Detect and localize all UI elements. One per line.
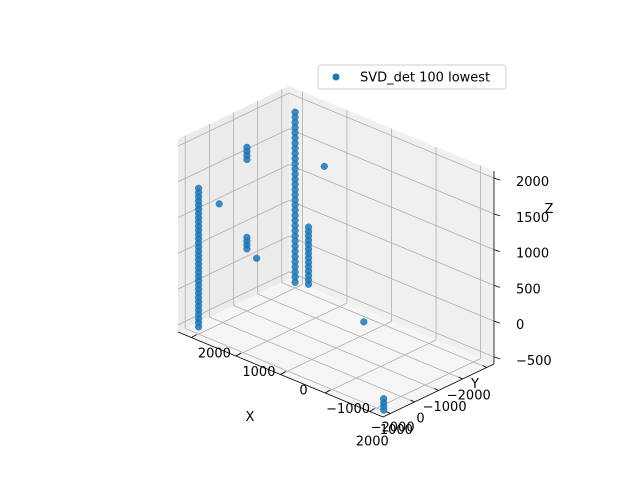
data-point — [360, 318, 368, 326]
z-tick-label: 0 — [516, 318, 524, 333]
data-point — [304, 223, 313, 231]
data-point — [215, 200, 223, 208]
grid-y-floor — [191, 284, 303, 338]
y-tick-mark — [235, 352, 242, 357]
y-tick-label: −1000 — [326, 402, 370, 417]
grid-z-left-wall — [177, 92, 290, 147]
y-tick-mark — [324, 389, 331, 394]
axis-panes — [178, 86, 494, 417]
y-tick-mark — [280, 371, 286, 375]
legend-frame — [317, 64, 507, 90]
y-tick-mark — [369, 408, 375, 412]
data-points — [195, 108, 388, 414]
data-point — [320, 162, 328, 171]
x-tick-mark — [458, 376, 463, 380]
x-tick-label: −1000 — [423, 400, 467, 415]
x-tick-mark — [482, 365, 487, 368]
grid-z-right-wall — [288, 271, 495, 358]
grid-y-floor — [280, 321, 392, 375]
grid-z-right-wall — [288, 92, 495, 179]
x-tick-mark — [434, 388, 439, 391]
grid-z-right-wall — [288, 200, 495, 286]
grid-y-floor — [324, 339, 437, 394]
x-tick-mark — [386, 411, 391, 414]
z-tick-mark — [493, 320, 501, 324]
z-tick-mark — [493, 356, 501, 360]
y-tick-label: 0 — [299, 384, 307, 399]
z-tick-label: 1500 — [516, 211, 549, 226]
grid-z-right-wall — [288, 235, 495, 322]
grid-z-right-wall — [288, 164, 495, 250]
x-axis-label: X — [246, 410, 255, 425]
z-tick-mark — [493, 284, 501, 288]
legend: SVD_det 100 lowest — [317, 64, 507, 90]
z-tick-label: −500 — [516, 354, 552, 369]
legend-marker — [332, 73, 340, 81]
axis-lines — [177, 171, 501, 418]
data-point — [380, 395, 388, 403]
x-tick-label: 1000 — [380, 423, 413, 438]
grid-z-left-wall — [177, 128, 290, 183]
z-tick-label: 1000 — [516, 247, 549, 262]
z-tick-mark — [493, 177, 501, 181]
y-tick-label: 1000 — [242, 365, 275, 380]
grid-y-floor — [235, 302, 348, 357]
grid-lines — [177, 89, 495, 414]
y-axis-label: Y — [470, 377, 479, 392]
x-tick-label: 0 — [416, 412, 424, 427]
z-tick-mark — [493, 249, 501, 253]
data-point — [195, 184, 203, 192]
z-tick-label: 500 — [516, 282, 541, 297]
grid-y-floor — [369, 358, 481, 412]
data-point — [253, 254, 261, 262]
z-axis-label: Z — [545, 202, 554, 217]
y-tick-label: 2000 — [198, 347, 231, 362]
y-tick-mark — [191, 334, 197, 338]
y-tick-label: −2000 — [371, 420, 415, 435]
x-tick-label: −2000 — [447, 388, 491, 403]
grid-z-right-wall — [288, 128, 495, 215]
x-tick-mark — [410, 399, 415, 403]
z-tick-mark — [493, 213, 501, 217]
data-point — [243, 233, 251, 242]
legend-label: SVD_det 100 lowest — [360, 71, 490, 86]
data-point — [243, 143, 251, 152]
x-tick-label: 2000 — [356, 435, 389, 450]
data-point — [291, 108, 299, 116]
z-tick-label: 2000 — [516, 175, 549, 190]
